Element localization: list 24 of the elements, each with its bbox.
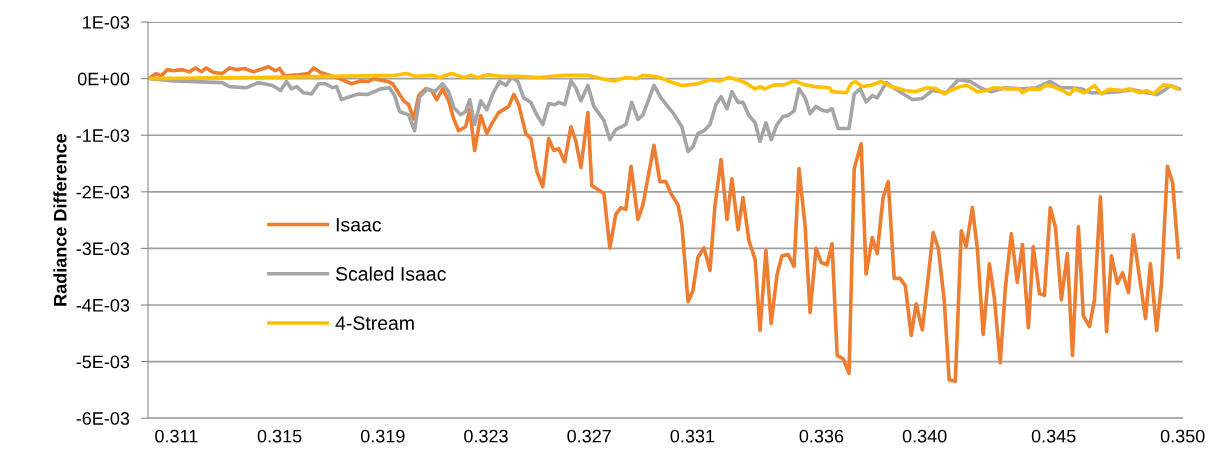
line-series <box>148 64 1181 384</box>
x-tick-label: 0.350 <box>1160 429 1205 443</box>
x-tick-label: 0.323 <box>464 429 508 443</box>
y-tick-label: -4E-03 <box>76 298 130 312</box>
y-tick-label: -2E-03 <box>76 185 130 199</box>
legend-label: Scaled Isaac <box>335 266 446 281</box>
y-axis-title: Radiance Difference <box>53 133 67 306</box>
x-tick-label: 0.336 <box>799 429 844 443</box>
y-tick-label: -3E-03 <box>76 242 130 256</box>
x-tick-label: 0.311 <box>155 429 198 443</box>
x-tick-label: 0.345 <box>1031 429 1076 443</box>
y-tick-label: 0E+00 <box>77 72 130 86</box>
x-tick-label: 0.327 <box>567 429 611 443</box>
y-tick-label: -6E-03 <box>76 412 130 425</box>
y-tick-label: 1E-03 <box>83 16 130 29</box>
x-tick-label: 0.331 <box>670 429 715 443</box>
x-tick-label: 0.340 <box>902 429 947 443</box>
y-tick-label: -1E-03 <box>76 129 130 142</box>
line-series <box>148 71 1180 97</box>
x-tick-label: 0.319 <box>360 429 405 443</box>
x-tick-label: 0.315 <box>257 429 302 443</box>
legend-label: 4-Stream <box>335 316 414 331</box>
legend-label: Isaac <box>336 217 382 232</box>
y-tick-label: -5E-03 <box>76 355 130 369</box>
